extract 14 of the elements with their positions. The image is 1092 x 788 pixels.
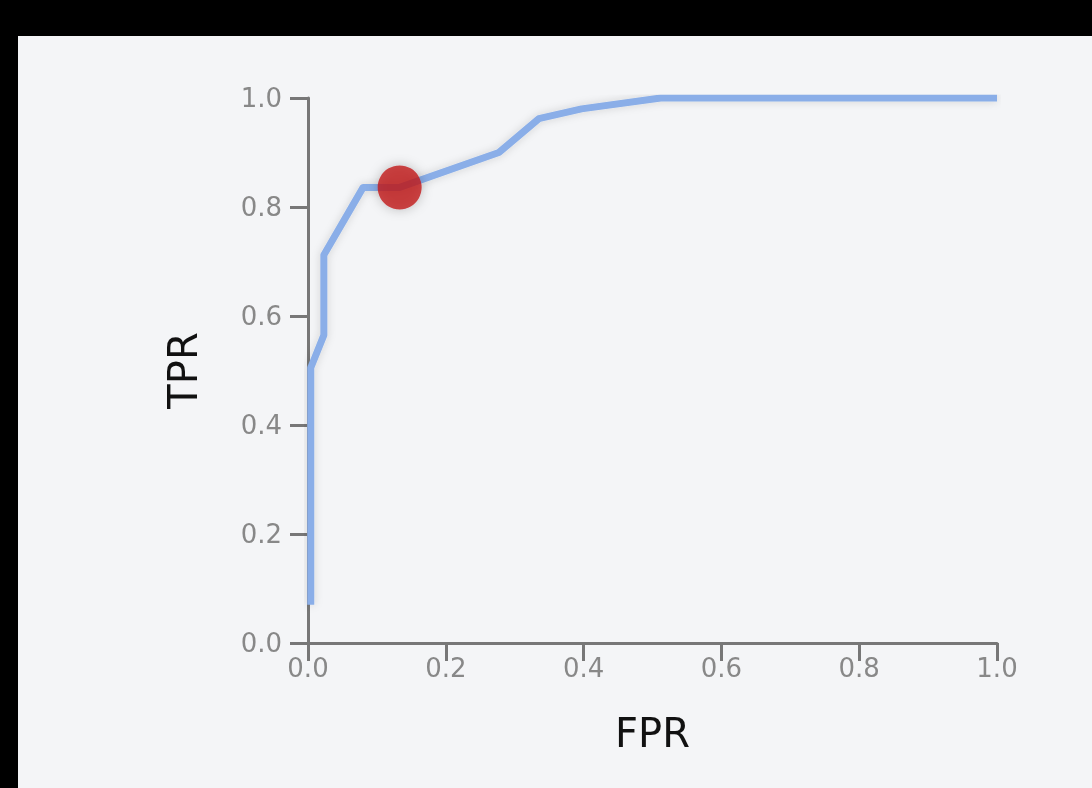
x-tick-label: 0.4: [562, 653, 605, 683]
x-tick-label: 0.2: [425, 653, 467, 683]
y-tick-label: 0.8: [240, 192, 282, 222]
y-tick-label: 1.0: [240, 83, 282, 113]
y-tick-label: 0.4: [240, 410, 282, 440]
y-tick-label: 0.0: [240, 628, 282, 658]
y-tick-label: 0.6: [240, 301, 282, 331]
x-tick-label: 0.0: [287, 653, 329, 683]
y-tick-label: 0.2: [240, 519, 282, 549]
x-tick-label: 1.0: [976, 653, 1018, 683]
y-axis-title: TPR: [160, 332, 206, 410]
x-tick-label: 0.8: [838, 653, 880, 683]
x-axis-title: FPR: [615, 710, 690, 756]
x-tick-label: 0.6: [700, 653, 743, 683]
